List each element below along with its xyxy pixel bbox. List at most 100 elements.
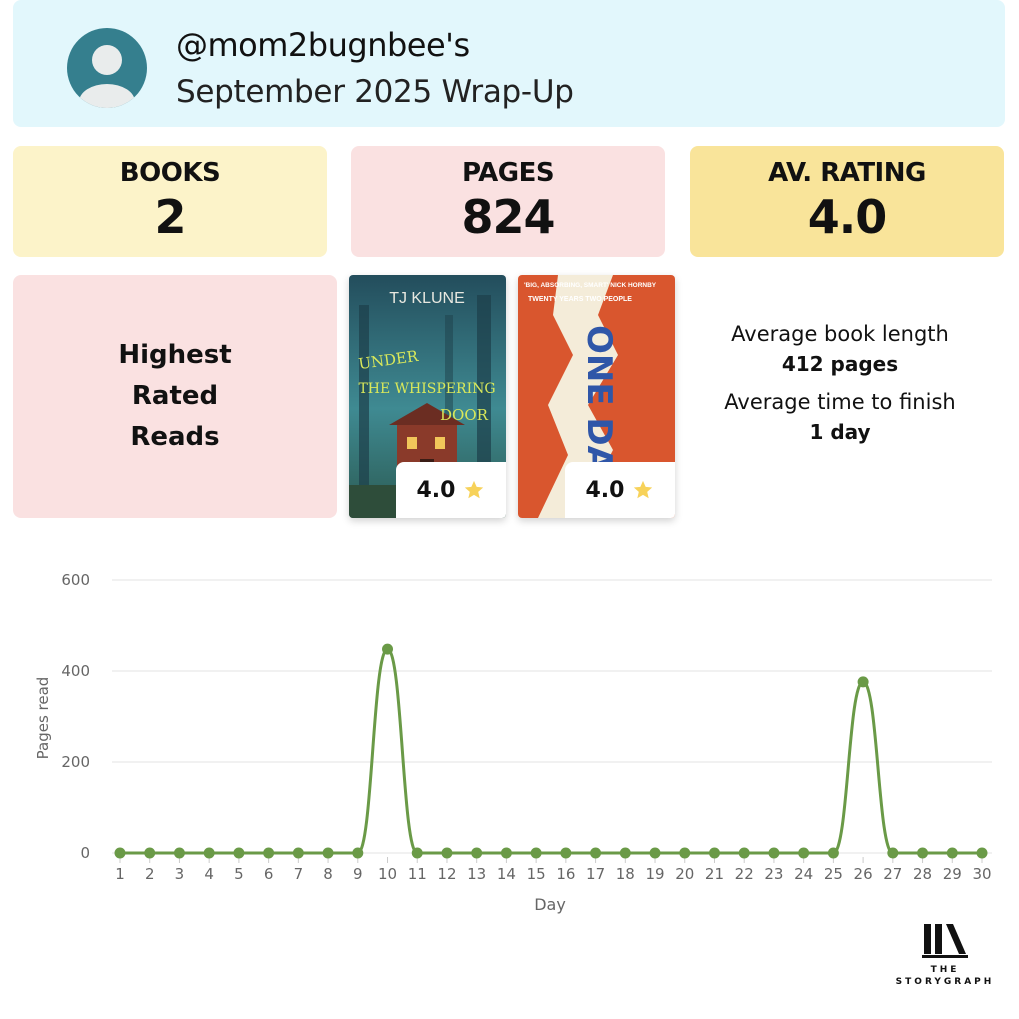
x-tick-label: 10 [378, 865, 397, 883]
x-tick-label: 15 [527, 865, 546, 883]
data-point[interactable] [798, 847, 810, 859]
stat-card-rating: AV. RATING 4.0 [690, 146, 1004, 257]
storygraph-logo-icon [922, 924, 968, 958]
data-point[interactable] [292, 847, 304, 859]
data-point[interactable] [144, 847, 156, 859]
data-point[interactable] [560, 847, 572, 859]
x-tick-label: 19 [645, 865, 664, 883]
avg-length-value: 412 pages [781, 352, 899, 376]
highest-rated-label: Highest Rated Reads [118, 340, 232, 452]
data-point[interactable] [976, 847, 988, 859]
x-tick-label: 11 [408, 865, 427, 883]
data-point[interactable] [352, 847, 364, 859]
stat-value: 824 [461, 190, 555, 244]
star-icon [634, 480, 653, 499]
book-title-line: DOOR [440, 406, 489, 424]
data-point[interactable] [114, 847, 126, 859]
data-point[interactable] [263, 847, 275, 859]
x-tick-label: 29 [943, 865, 962, 883]
stat-value: 2 [154, 190, 186, 244]
series-line [119, 647, 982, 855]
data-point[interactable] [917, 847, 929, 859]
book-cover-one-day[interactable]: 'BIG, ABSORBING, SMART' NICK HORNBY TWEN… [518, 275, 675, 518]
avatar [67, 28, 147, 108]
x-tick-label: 24 [794, 865, 813, 883]
data-point[interactable] [708, 847, 720, 859]
data-point[interactable] [738, 847, 750, 859]
storygraph-logo: THE STORYGRAPH [890, 920, 1000, 988]
x-tick-label: 7 [294, 865, 304, 883]
book-author: TJ KLUNE [389, 290, 465, 307]
stat-value: 4.0 [807, 190, 888, 244]
x-tick-label: 27 [883, 865, 902, 883]
stat-label: AV. RATING [768, 158, 926, 188]
highest-rated-card: Highest Rated Reads [13, 275, 337, 518]
x-tick-label: 21 [705, 865, 724, 883]
data-point[interactable] [500, 847, 512, 859]
data-point[interactable] [590, 847, 602, 859]
book-rating-value: 4.0 [585, 477, 625, 503]
wrap-up-header: @mom2bugnbee's September 2025 Wrap-Up [13, 0, 1005, 127]
data-point[interactable] [679, 847, 691, 859]
x-tick-label: 5 [234, 865, 244, 883]
x-tick-label: 4 [204, 865, 214, 883]
x-tick-label: 25 [824, 865, 843, 883]
data-point[interactable] [441, 847, 453, 859]
book-cover-under-the-whispering-door[interactable]: TJ KLUNE UNDER THE WHISPERING DOOR 4.0 [349, 275, 506, 518]
book-title-line: THE WHISPERING [358, 381, 495, 397]
data-point[interactable] [233, 847, 245, 859]
stat-label: BOOKS [119, 158, 221, 188]
book-rating-badge: 4.0 [565, 462, 675, 518]
avg-time-label: Average time to finish [724, 390, 956, 414]
x-tick-label: 22 [735, 865, 754, 883]
data-point[interactable] [173, 847, 185, 859]
x-tick-label: 28 [913, 865, 932, 883]
avg-time-value: 1 day [809, 420, 871, 444]
x-tick-label: 18 [616, 865, 635, 883]
star-icon [465, 480, 484, 499]
y-tick-label: 200 [61, 753, 90, 771]
x-tick-label: 30 [972, 865, 991, 883]
x-tick-label: 6 [264, 865, 274, 883]
book-tagline: 'BIG, ABSORBING, SMART' NICK HORNBY [524, 282, 657, 289]
x-tick-label: 26 [854, 865, 873, 883]
data-point[interactable] [203, 847, 215, 859]
x-tick-label: 23 [764, 865, 783, 883]
book-rating-value: 4.0 [416, 477, 456, 503]
y-tick-label: 600 [61, 571, 90, 589]
data-point[interactable] [530, 847, 542, 859]
y-axis-label: Pages read [34, 677, 52, 760]
x-tick-label: 3 [175, 865, 185, 883]
data-point[interactable] [649, 847, 661, 859]
x-tick-label: 17 [586, 865, 605, 883]
x-axis-label: Day [534, 895, 566, 914]
x-tick-label: 2 [145, 865, 155, 883]
data-point[interactable] [411, 847, 423, 859]
x-tick-label: 20 [675, 865, 694, 883]
book-rating-badge: 4.0 [396, 462, 506, 518]
averages-panel: Average book length 412 pages Average ti… [690, 322, 990, 444]
data-point[interactable] [946, 847, 958, 859]
data-point[interactable] [322, 847, 334, 859]
x-tick-label: 8 [323, 865, 333, 883]
x-tick-label: 16 [556, 865, 575, 883]
stat-card-books: BOOKS 2 [13, 146, 327, 257]
data-point[interactable] [857, 676, 869, 688]
logo-text-storygraph: STORYGRAPH [895, 977, 995, 987]
avg-length-label: Average book length [731, 322, 949, 346]
data-point[interactable] [382, 643, 394, 655]
data-point[interactable] [471, 847, 483, 859]
data-point[interactable] [827, 847, 839, 859]
user-handle: @mom2bugnbee's [176, 26, 470, 64]
x-tick-label: 12 [437, 865, 456, 883]
data-point[interactable] [619, 847, 631, 859]
x-tick-label: 9 [353, 865, 363, 883]
y-tick-label: 400 [61, 662, 90, 680]
x-tick-label: 1 [115, 865, 125, 883]
data-point[interactable] [768, 847, 780, 859]
page-title: September 2025 Wrap-Up [176, 74, 574, 110]
logo-text-the: THE [930, 965, 960, 975]
data-point[interactable] [887, 847, 899, 859]
x-tick-label: 14 [497, 865, 516, 883]
